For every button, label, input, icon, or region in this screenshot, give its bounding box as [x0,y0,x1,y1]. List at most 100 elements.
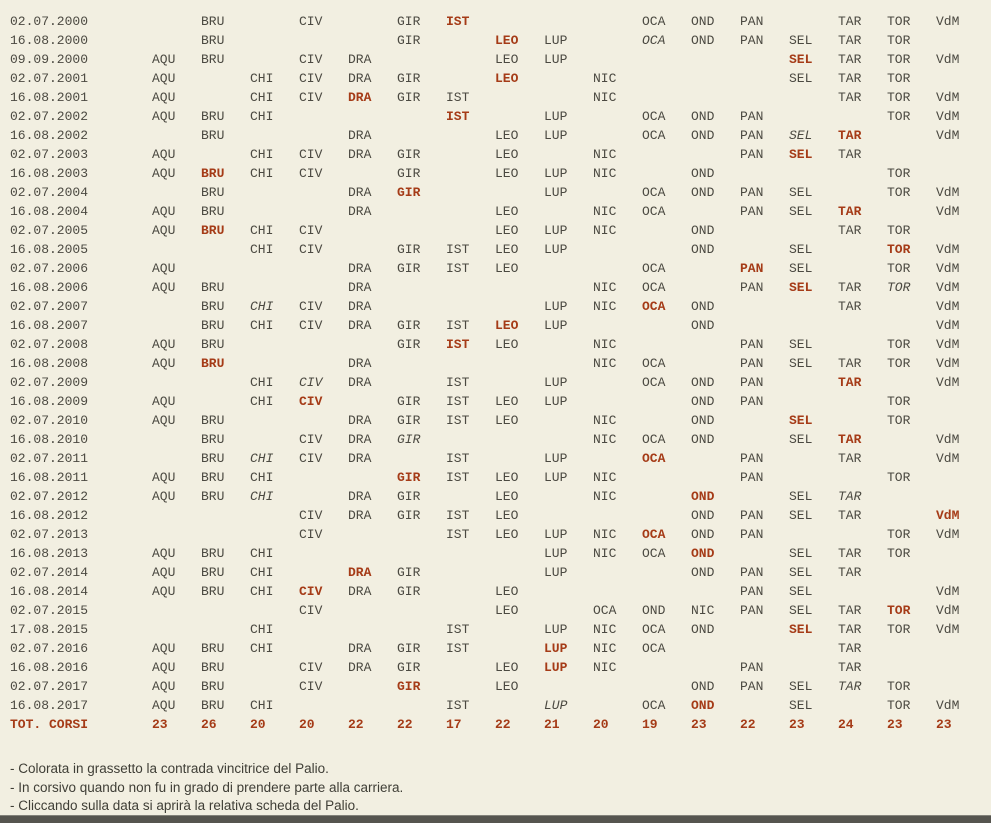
contrada-cell [446,430,495,449]
contrada-cell [691,278,740,297]
contrada-cell [397,373,446,392]
contrada-cell [446,221,495,240]
contrada-cell: DRA [348,204,372,219]
contrada-cell: TOR [887,527,911,542]
contrada-cell: LEO [495,337,519,352]
contrada-cell [544,601,593,620]
contrada-cell: LUP [544,299,568,314]
date-link[interactable]: 02.07.2002 [10,109,89,124]
contrada-cell: VdM [936,508,960,523]
contrada-cell: OND [691,223,715,238]
date-link[interactable]: 16.08.2012 [10,508,89,523]
date-link[interactable]: 02.07.2016 [10,641,89,656]
date-link[interactable]: 02.07.2006 [10,261,89,276]
contrada-cell [250,506,299,525]
date-link[interactable]: 16.08.2014 [10,584,89,599]
date-link[interactable]: 02.07.2007 [10,299,89,314]
contrada-cell [887,449,936,468]
contrada-cell: LEO [495,679,519,694]
date-link[interactable]: 09.09.2000 [10,52,89,67]
contrada-cell [936,31,985,50]
contrada-cell [691,202,740,221]
contrada-cell: CHI [250,242,274,257]
contrada-cell: GIR [397,565,421,580]
contrada-cell: SEL [789,508,813,523]
contrada-cell: SEL [789,71,813,86]
contrada-cell: LUP [544,451,568,466]
date-link[interactable]: 16.08.2016 [10,660,89,675]
date-link[interactable]: 02.07.2012 [10,489,89,504]
date-link[interactable]: 16.08.2007 [10,318,89,333]
contrada-cell [250,335,299,354]
date-link[interactable]: 16.08.2010 [10,432,89,447]
date-link[interactable]: 02.07.2009 [10,375,89,390]
date-link[interactable]: 02.07.2000 [10,14,89,29]
contrada-cell [201,259,250,278]
contrada-cell [446,354,495,373]
contrada-cell: SEL [789,128,813,143]
date-link[interactable]: 16.08.2003 [10,166,89,181]
contrada-cell [495,696,544,715]
contrada-cell: BRU [201,660,225,675]
contrada-cell: IST [446,394,470,409]
contrada-cell: PAN [740,679,764,694]
date-link[interactable]: 16.08.2013 [10,546,89,561]
date-link[interactable]: 16.08.2005 [10,242,89,257]
date-link[interactable]: 16.08.2011 [10,470,89,485]
contrada-cell: CHI [250,375,274,390]
contrada-cell: OND [691,679,715,694]
contrada-cell [642,335,691,354]
date-link[interactable]: 16.08.2009 [10,394,89,409]
contrada-cell [397,278,446,297]
date-link[interactable]: 02.07.2008 [10,337,89,352]
date-link[interactable]: 02.07.2011 [10,451,89,466]
contrada-cell: CIV [299,584,323,599]
date-link[interactable]: 02.07.2005 [10,223,89,238]
contrada-cell: OND [691,242,715,257]
contrada-cell: LEO [495,204,519,219]
contrada-cell [642,88,691,107]
contrada-cell [789,12,838,31]
contrada-cell: GIR [397,584,421,599]
contrada-cell [397,297,446,316]
contrada-cell [544,69,593,88]
totals-value: 17 [446,717,462,732]
date-link[interactable]: 02.07.2010 [10,413,89,428]
date-link[interactable]: 16.08.2008 [10,356,89,371]
table-row: 16.08.2013 AQU BRU CHI LUP NIC OCA OND SEL TAR TOR [10,544,985,563]
date-link[interactable]: 02.07.2004 [10,185,89,200]
date-link[interactable]: 02.07.2003 [10,147,89,162]
date-link[interactable]: 02.07.2015 [10,603,89,618]
contrada-cell [740,620,789,639]
contrada-cell: LUP [544,109,568,124]
date-link[interactable]: 02.07.2013 [10,527,89,542]
contrada-cell: BRU [201,185,225,200]
date-link[interactable]: 16.08.2001 [10,90,89,105]
contrada-cell: TOR [887,166,911,181]
date-link[interactable]: 02.07.2001 [10,71,89,86]
date-link[interactable]: 16.08.2000 [10,33,89,48]
date-link[interactable]: 02.07.2017 [10,679,89,694]
totals-value: 22 [348,717,364,732]
contrada-cell [593,316,642,335]
contrada-cell [887,202,936,221]
date-link[interactable]: 17.08.2015 [10,622,89,637]
date-link[interactable]: 16.08.2017 [10,698,89,713]
contrada-cell [348,31,397,50]
contrada-cell [642,240,691,259]
date-link[interactable]: 16.08.2004 [10,204,89,219]
table-row: 02.07.2009 CHI CIV DRA IST LUP OCA OND PAN TAR VdM [10,373,985,392]
contrada-cell [838,107,887,126]
contrada-cell [642,563,691,582]
contrada-cell: OCA [642,641,666,656]
contrada-cell: OCA [642,527,666,542]
contrada-cell [299,278,348,297]
contrada-cell [887,126,936,145]
date-link[interactable]: 02.07.2014 [10,565,89,580]
contrada-cell: AQU [152,641,176,656]
date-link[interactable]: 16.08.2006 [10,280,89,295]
contrada-cell: OND [691,527,715,542]
contrada-cell [544,259,593,278]
date-link[interactable]: 16.08.2002 [10,128,89,143]
contrada-cell: CHI [250,584,274,599]
